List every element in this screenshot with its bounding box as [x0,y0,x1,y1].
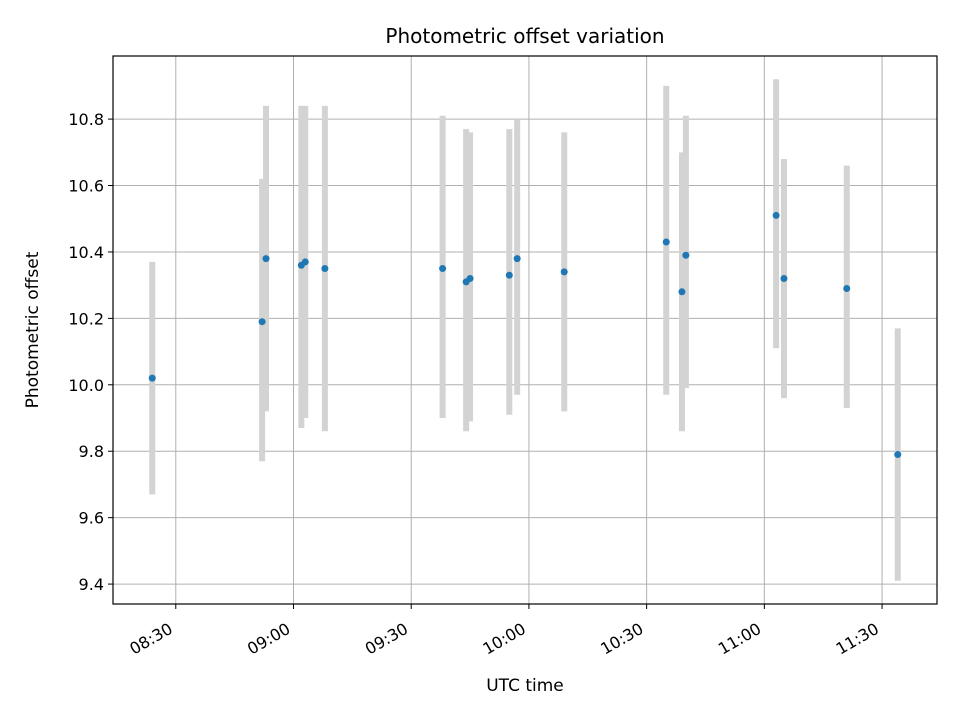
y-tick-label: 10.6 [68,177,104,196]
data-point [678,288,686,296]
data-point [505,271,513,279]
data-point [780,275,788,283]
data-point [662,238,670,246]
data-point [772,211,780,219]
data-point [262,255,270,263]
y-tick-label: 10.4 [68,243,104,262]
data-point [843,284,851,292]
y-tick-label: 10.0 [68,376,104,395]
x-axis-label: UTC time [486,676,564,696]
y-tick-label: 9.8 [79,442,104,461]
data-point [148,374,156,382]
y-tick-label: 10.8 [68,110,104,129]
data-point [466,275,474,283]
y-tick-label: 9.6 [79,509,104,528]
data-point [258,318,266,326]
point-layer [148,211,902,459]
data-point [682,251,690,259]
data-point [301,258,309,266]
data-point [321,265,329,273]
y-axis-label: Photometric offset [23,251,43,408]
data-point [439,265,447,273]
data-point [513,255,521,263]
y-tick-label: 10.2 [68,309,104,328]
y-tick-label: 9.4 [79,575,104,594]
data-point [560,268,568,276]
chart-title: Photometric offset variation [385,24,664,48]
plot-frame [112,55,938,605]
data-point [894,451,902,459]
grid-layer [113,56,937,604]
